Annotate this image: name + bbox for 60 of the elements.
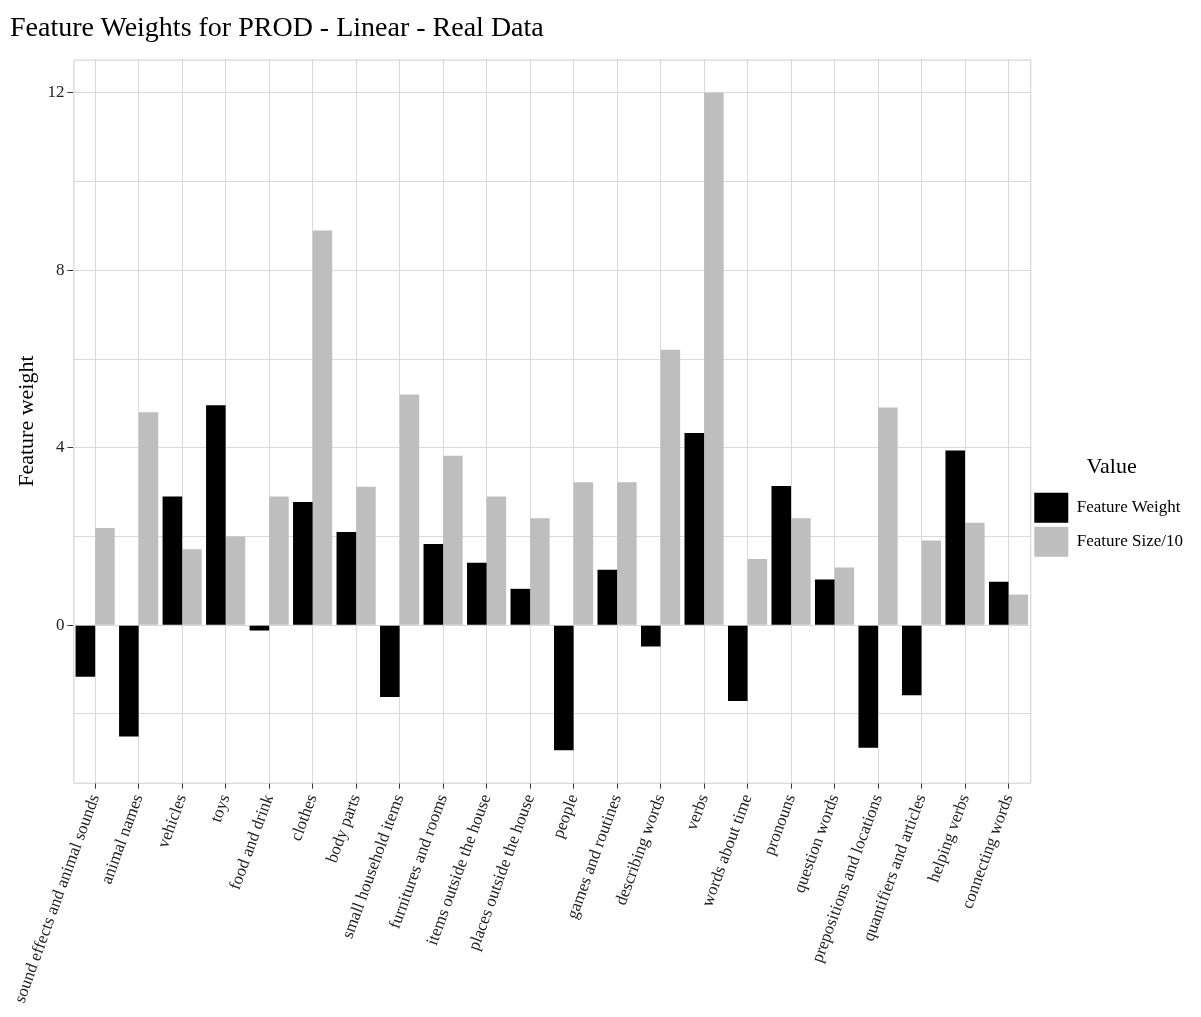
bar [356,486,376,625]
bar [834,567,855,625]
legend-title: Value [1086,453,1137,479]
bar [684,433,705,625]
bar [336,532,357,625]
bar [641,625,661,647]
bar [921,540,942,625]
bar [728,625,748,702]
bar [988,581,1009,625]
legend-label: Feature Size/10 [1076,531,1183,551]
bar [138,412,159,625]
chart-title: Feature Weights for PROD - Linear - Real Data [10,11,545,43]
bar [554,625,574,751]
bar [225,536,246,625]
x-tick-label: clothes [286,791,321,844]
x-tick-label: body parts [321,791,365,866]
bar [747,559,768,625]
bar [293,501,313,625]
x-tick-label: toys [206,791,234,825]
y-tick-label: 8 [55,259,65,279]
bar [182,549,202,625]
x-tick-label: vehicles [153,791,191,851]
bar [510,588,531,625]
y-tick-label: 4 [55,437,65,457]
bar [119,625,139,737]
bar [945,450,966,625]
legend-label: Feature Weight [1076,497,1181,517]
bar [901,625,922,696]
bar [530,518,550,625]
bar [617,482,637,625]
bar [791,518,811,625]
x-tick-label: sound effects and animal sounds [9,791,104,1006]
bar [965,522,985,625]
x-tick-label: people [548,791,582,841]
y-tick-label: 12 [47,82,65,102]
bar [486,496,507,625]
bar [162,496,183,625]
bar [704,92,724,625]
bar [814,579,835,625]
bar [878,407,898,625]
bar [380,625,400,698]
bar [573,482,594,625]
bar [443,455,463,625]
bar [660,349,681,625]
bar [312,230,333,625]
bar [75,625,96,677]
bar [399,394,420,625]
bar [95,528,115,625]
y-tick-label: 0 [55,614,65,634]
bar [771,485,792,625]
bar [206,405,226,625]
bar [1008,594,1029,625]
bar [423,544,444,625]
y-axis-title: Feature weight [12,355,38,487]
bar [467,562,487,625]
bar [249,625,270,631]
x-tick-label: verbs [681,791,713,833]
bar [597,569,618,625]
bar [858,625,879,748]
bar [269,496,289,625]
